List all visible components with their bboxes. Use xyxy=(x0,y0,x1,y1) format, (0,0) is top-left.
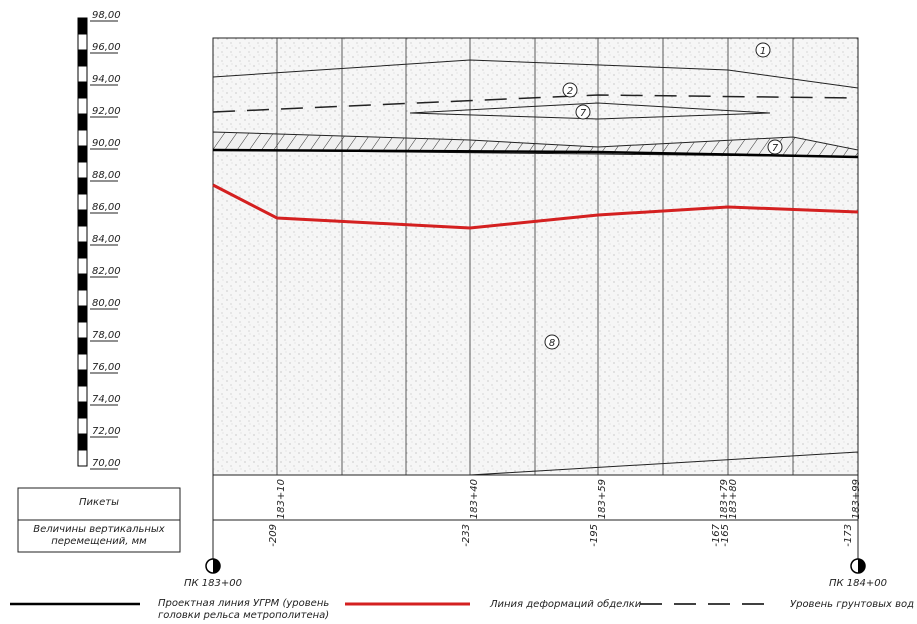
scale-block xyxy=(78,258,87,274)
scale-label: 88,00 xyxy=(92,170,121,181)
scale-label: 86,00 xyxy=(92,202,121,213)
marker-label: ПК 183+00 xyxy=(184,578,242,589)
scale-block xyxy=(78,210,87,226)
scale-block xyxy=(78,306,87,322)
scale-label: 96,00 xyxy=(92,42,121,53)
marker xyxy=(851,559,865,573)
displacement-value: -173 xyxy=(843,524,854,547)
scale-block xyxy=(78,290,87,306)
displacement-value: -209 xyxy=(268,524,279,547)
scale-block xyxy=(78,162,87,178)
scale-block xyxy=(78,386,87,402)
profile-frame xyxy=(213,38,858,475)
scale-block xyxy=(78,146,87,162)
scale-block xyxy=(78,98,87,114)
scale-label: 78,00 xyxy=(92,330,121,341)
scale-block xyxy=(78,242,87,258)
scale-block xyxy=(78,34,87,50)
layer-label: 7 xyxy=(580,108,587,119)
picket-label: 183+59 xyxy=(597,479,608,519)
scale-block xyxy=(78,50,87,66)
scale-block xyxy=(78,18,87,34)
marker-label: ПК 184+00 xyxy=(829,578,887,589)
scale-label: 82,00 xyxy=(92,266,121,277)
scale-block xyxy=(78,82,87,98)
scale-block xyxy=(78,178,87,194)
displacement-value: -233 xyxy=(461,524,472,547)
scale-block xyxy=(78,338,87,354)
picket-label: 183+99 xyxy=(851,479,862,519)
marker xyxy=(206,559,220,573)
scale-block xyxy=(78,66,87,82)
scale-block xyxy=(78,274,87,290)
scale-label: 94,00 xyxy=(92,74,121,85)
elevation-scale: 98,00 96,00 94,00 92,00 90,00 88,00 86,00 84,00… xyxy=(78,10,121,469)
scale-block xyxy=(78,434,87,450)
scale-block xyxy=(78,402,87,418)
displacement-value: -165 xyxy=(720,524,731,547)
scale-label: 70,00 xyxy=(92,458,121,469)
layer-label: 7 xyxy=(772,143,779,154)
legend-label: Линия деформаций обделки xyxy=(489,598,642,610)
picket-label: 183+10 xyxy=(276,479,287,519)
scale-block xyxy=(78,322,87,338)
scale-label: 76,00 xyxy=(92,362,121,373)
scale-label: 72,00 xyxy=(92,426,121,437)
scale-block xyxy=(78,370,87,386)
row-header: Пикеты xyxy=(20,497,178,509)
scale-label: 90,00 xyxy=(92,138,121,149)
legend-label: Проектная линия УГРМ (уровень головки ре… xyxy=(158,598,338,622)
scale-block xyxy=(78,130,87,146)
scale-label: 84,00 xyxy=(92,234,121,245)
page: 98,00 96,00 94,00 92,00 90,00 88,00 86,00 84,00… xyxy=(0,0,917,624)
scale-label: 98,00 xyxy=(92,10,121,21)
scale-label: 74,00 xyxy=(92,394,121,405)
scale-block xyxy=(78,450,87,466)
scale-block xyxy=(78,194,87,210)
layer-label: 1 xyxy=(760,46,766,57)
layer-label: 8 xyxy=(549,338,555,349)
row-header: Величины вертикальных перемещений, мм xyxy=(20,524,178,548)
scale-block xyxy=(78,226,87,242)
picket-label: 183+80 xyxy=(728,479,739,519)
scale-label: 80,00 xyxy=(92,298,121,309)
legend-label: Уровень грунтовых вод xyxy=(790,599,914,610)
scale-label: 92,00 xyxy=(92,106,121,117)
table: 183+10-209183+40-233183+59-195183+79-167… xyxy=(268,479,862,547)
picket-label: 183+40 xyxy=(469,479,480,519)
scale-block xyxy=(78,114,87,130)
scale-block xyxy=(78,418,87,434)
displacement-value: -195 xyxy=(589,524,600,547)
layer-label: 2 xyxy=(567,86,573,97)
scale-block xyxy=(78,354,87,370)
